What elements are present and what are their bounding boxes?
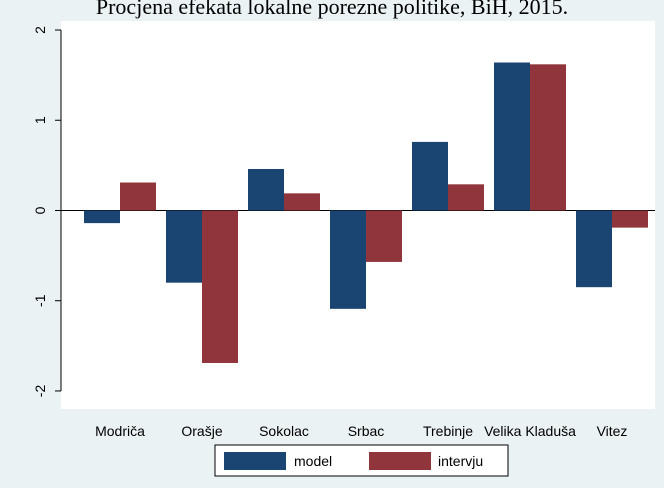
y-tick-label: 1 bbox=[32, 116, 48, 124]
bar-model bbox=[412, 141, 448, 211]
legend-label-model: model bbox=[294, 453, 332, 469]
x-axis-labels: Modriča Orašje Sokolac Srbac Trebinje Velika … bbox=[95, 423, 627, 439]
x-tick-label: Vitez bbox=[597, 423, 628, 439]
bar-model bbox=[494, 62, 530, 211]
x-tick-label: Sokolac bbox=[259, 423, 309, 439]
bar-intervju bbox=[120, 182, 156, 211]
legend-swatch-model bbox=[224, 452, 286, 470]
bars bbox=[84, 62, 648, 363]
x-tick-label: Velika Kladuša bbox=[484, 423, 576, 439]
x-tick-label: Orašje bbox=[181, 423, 222, 439]
bar-intervju bbox=[366, 210, 402, 262]
legend-box bbox=[214, 444, 509, 477]
chart-title: Procjena efekata lokalne porezne politik… bbox=[96, 0, 568, 19]
y-tick-label: 2 bbox=[32, 26, 48, 34]
legend: model intervju bbox=[214, 444, 509, 477]
legend-swatch-intervju bbox=[369, 452, 431, 470]
x-tick-label: Modriča bbox=[95, 423, 145, 439]
bar-intervju bbox=[612, 210, 648, 228]
bar-intervju bbox=[530, 64, 566, 211]
bar-intervju bbox=[284, 193, 320, 211]
bar-intervju bbox=[202, 210, 238, 363]
y-tick-label: -1 bbox=[32, 294, 48, 307]
x-tick-label: Trebinje bbox=[423, 423, 473, 439]
bar-intervju bbox=[448, 184, 484, 211]
y-tick-label: 0 bbox=[32, 206, 48, 214]
bar-model bbox=[248, 168, 284, 211]
bar-model bbox=[84, 210, 120, 224]
bar-model bbox=[166, 210, 202, 283]
y-tick-label: -2 bbox=[32, 385, 48, 398]
legend-label-intervju: intervju bbox=[438, 453, 483, 469]
x-tick-label: Srbac bbox=[348, 423, 385, 439]
bar-model bbox=[330, 210, 366, 309]
bar-model bbox=[576, 210, 612, 288]
